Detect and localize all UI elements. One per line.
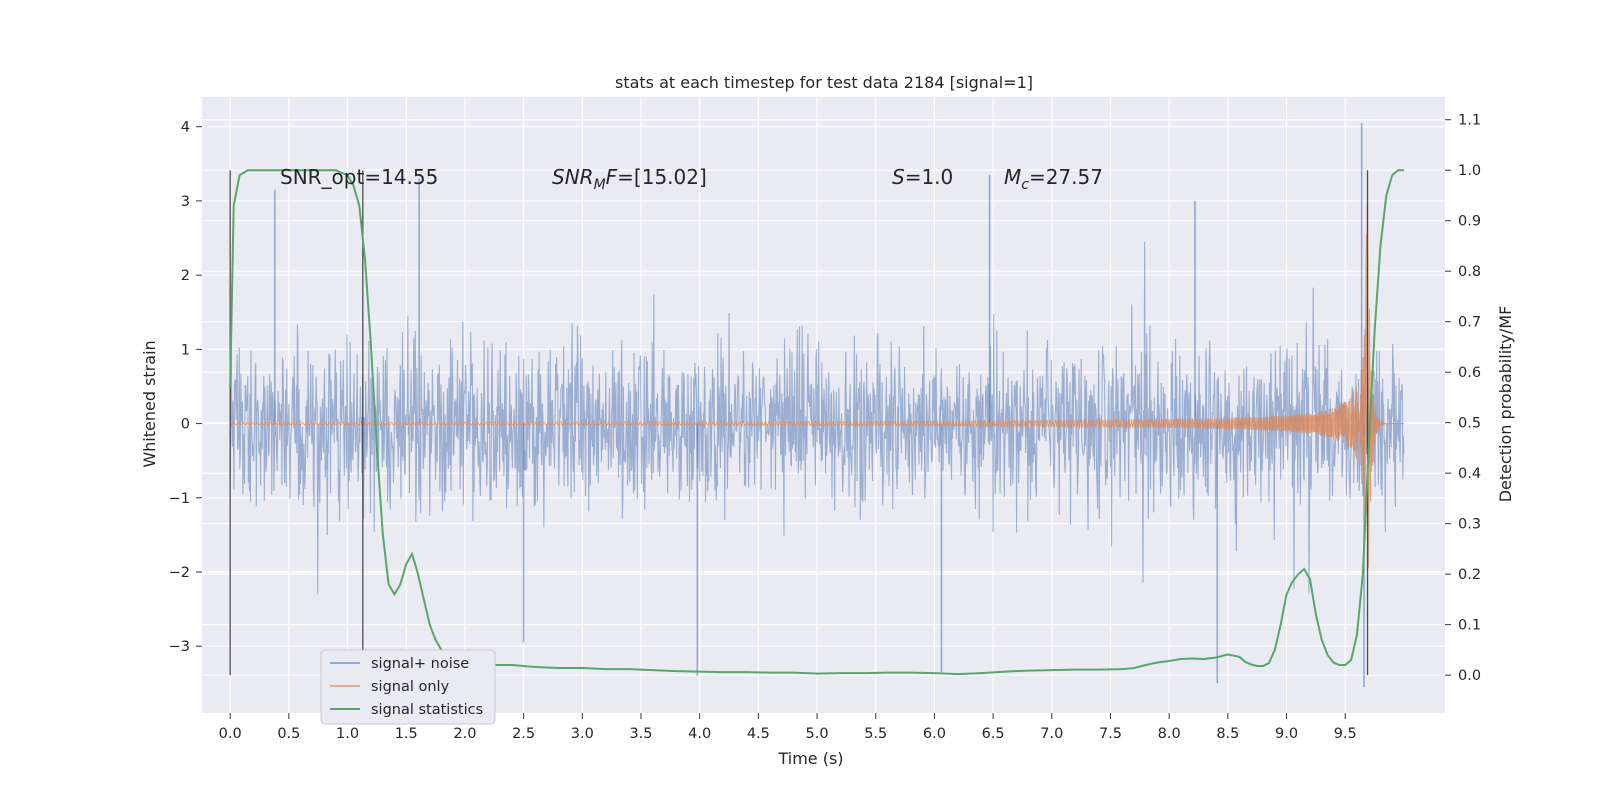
mc-sub: c xyxy=(1021,177,1029,193)
x-tick-label: 1.0 xyxy=(336,726,359,742)
x-tick-label: 2.0 xyxy=(453,726,476,742)
x-tick-label: 2.5 xyxy=(512,726,535,742)
y2-tick-label: 0.6 xyxy=(1458,365,1481,381)
x-tick-label: 4.5 xyxy=(747,726,770,742)
snr-mf-value: =[15.02] xyxy=(617,165,707,189)
s-value: =1.0 xyxy=(905,165,954,189)
y2-tick-label: 0.9 xyxy=(1458,214,1481,230)
x-tick-label: 7.0 xyxy=(1040,726,1063,742)
y-tick-label: −2 xyxy=(169,565,190,581)
y2-tick-label: 1.1 xyxy=(1458,113,1481,129)
x-tick-label: 0.5 xyxy=(277,726,300,742)
legend-label-signal-statistics: signal statistics xyxy=(371,702,483,718)
y2-tick-label: 0.5 xyxy=(1458,416,1481,432)
x-tick-label: 8.0 xyxy=(1158,726,1181,742)
x-tick-label: 9.5 xyxy=(1334,726,1357,742)
y2-tick-label: 1.0 xyxy=(1458,163,1481,179)
legend-box xyxy=(320,649,496,725)
signal-trace xyxy=(229,201,1404,568)
legend-label-signal-only: signal only xyxy=(371,679,450,695)
x-tick-label: 7.5 xyxy=(1099,726,1122,742)
y2-tick-label: 0.2 xyxy=(1458,567,1481,583)
snr-mf-rest: F xyxy=(606,165,618,189)
y2-tick-label: 0.7 xyxy=(1458,315,1481,331)
annotation-snr-opt: SNR_opt=14.55 xyxy=(280,165,438,189)
y-tick-label: 1 xyxy=(181,342,190,358)
x-tick-label: 6.0 xyxy=(923,726,946,742)
x-tick-label: 0.0 xyxy=(219,726,242,742)
mc-base: M xyxy=(1004,165,1021,189)
y-tick-label: 0 xyxy=(181,417,190,433)
mc-value: =27.57 xyxy=(1029,165,1103,189)
series-signal-noise xyxy=(229,122,1405,688)
x-tick-label: 1.5 xyxy=(395,726,418,742)
x-tick-label: 4.0 xyxy=(688,726,711,742)
x-tick-label: 3.0 xyxy=(571,726,594,742)
x-axis-title: Time (s) xyxy=(777,749,843,768)
y-axis-title: Whitened strain xyxy=(140,340,159,467)
statistics-line xyxy=(229,169,1404,676)
y2-tick-label: 0.3 xyxy=(1458,517,1481,533)
y2-axis-title: Detection probability/MF xyxy=(1496,306,1515,503)
x-tick-label: 5.0 xyxy=(806,726,829,742)
y-tick-label: −1 xyxy=(169,491,190,507)
snr-mf-sub: M xyxy=(594,177,606,193)
legend-label-signal-noise: signal+ noise xyxy=(371,656,469,672)
x-tick-label: 3.5 xyxy=(629,726,652,742)
y2-tick-label: 0.0 xyxy=(1458,668,1481,684)
annotation-snr-mf: SNRMF=[15.02] xyxy=(552,165,707,193)
vertical-markers xyxy=(229,170,1369,676)
series-signal-statistics xyxy=(229,169,1404,676)
x-tick-label: 6.5 xyxy=(982,726,1005,742)
x-tick-label: 9.0 xyxy=(1275,726,1298,742)
y-tick-label: 4 xyxy=(181,120,190,136)
s-label: S xyxy=(892,165,905,189)
annotation-mc: Mc=27.57 xyxy=(1004,165,1103,193)
y-tick-label: 2 xyxy=(181,268,190,284)
snr-mf-base: SNR xyxy=(552,165,594,189)
axis-ticks: 0.0 0.5 1.0 1.5 2.0 2.5 3.0 3.5 4.0 4.5 5.0 5.5 6.0 6… xyxy=(169,113,1481,742)
y2-tick-label: 0.1 xyxy=(1458,618,1481,634)
y2-tick-label: 0.4 xyxy=(1458,466,1481,482)
series-signal-only xyxy=(229,201,1404,568)
y-tick-label: −3 xyxy=(169,639,190,655)
y2-tick-label: 0.8 xyxy=(1458,264,1481,280)
x-tick-label: 8.5 xyxy=(1216,726,1239,742)
legend: signal+ noise signal only signal statist… xyxy=(320,649,496,725)
x-tick-label: 5.5 xyxy=(864,726,887,742)
chart-title: stats at each timestep for test data 218… xyxy=(615,73,1033,92)
y-tick-label: 3 xyxy=(181,194,190,210)
annotation-s: S=1.0 xyxy=(892,165,953,189)
noise-trace xyxy=(229,241,1405,595)
